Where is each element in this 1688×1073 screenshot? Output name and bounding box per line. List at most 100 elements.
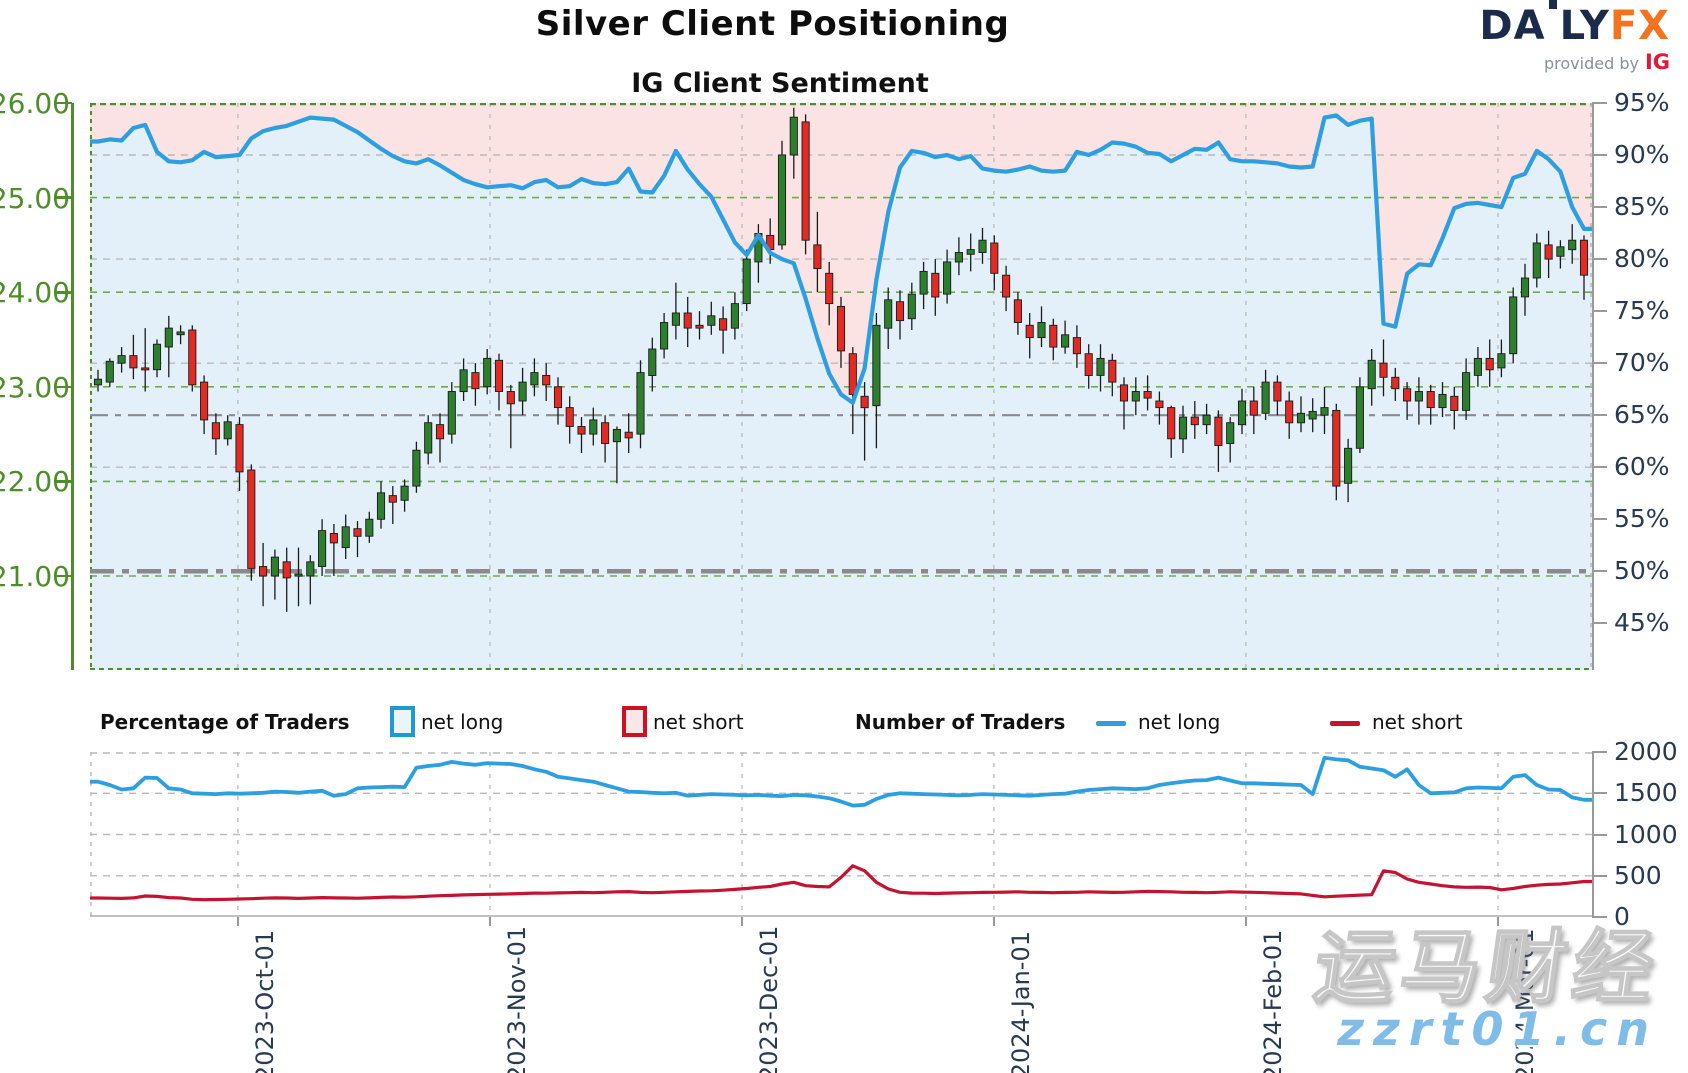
candle-up — [1261, 381, 1270, 414]
candle-down — [259, 566, 268, 577]
candle-up — [270, 556, 279, 577]
candle-down — [931, 272, 940, 298]
net-long-fill-area — [90, 115, 1592, 670]
left-axis-tick — [56, 574, 72, 578]
candle-down — [1450, 395, 1459, 411]
x-axis-tick — [741, 917, 744, 926]
candle-down — [235, 424, 244, 473]
right-axis-tick — [1592, 258, 1607, 261]
right-axis-tick — [1592, 154, 1607, 157]
candle-down — [836, 305, 846, 352]
candle-up — [164, 327, 173, 348]
watermark-url: zzrt01.cn — [1337, 1002, 1658, 1056]
candle-down — [695, 324, 704, 329]
provided-by: provided by IG — [1543, 50, 1670, 74]
candle-up — [318, 530, 327, 567]
x-axis-tick — [236, 917, 239, 926]
candle-down — [1002, 274, 1011, 298]
candle-down — [141, 367, 150, 371]
left-axis-spine — [71, 103, 74, 670]
right-axis-tick — [1592, 518, 1607, 521]
legend-netlong-count-label: net long — [1138, 710, 1221, 734]
candle-up — [660, 322, 669, 350]
lower-right-axis-tick — [1592, 833, 1607, 836]
candle-up — [943, 261, 952, 295]
candle-up — [671, 312, 680, 326]
legend-group2-title: Number of Traders — [855, 710, 1066, 734]
candle-down — [601, 422, 610, 444]
candle-up — [1473, 357, 1482, 376]
candle-down — [353, 528, 362, 537]
candle-up — [707, 315, 716, 326]
candle-up — [376, 492, 386, 520]
candle-up — [1096, 357, 1105, 376]
legend-netlong-pct-label: net long — [421, 710, 504, 734]
candle-up — [306, 561, 315, 577]
lower-right-axis-tick — [1592, 792, 1607, 795]
chart-subtitle: IG Client Sentiment — [631, 68, 929, 99]
candle-up — [117, 355, 126, 364]
dailyfx-wordmark: DA LYFX — [1479, 0, 1670, 46]
candle-up — [1178, 416, 1188, 440]
price-tick-label: 24.00 — [0, 276, 70, 310]
candle-down — [1403, 388, 1412, 402]
pct-tick-label: 70% — [1614, 348, 1670, 378]
left-axis-tick — [56, 196, 72, 199]
candle-up — [341, 526, 350, 549]
candle-up — [152, 343, 162, 371]
candle-up — [978, 239, 987, 253]
candle-down — [1214, 416, 1223, 446]
right-axis-tick — [1592, 466, 1607, 469]
candle-up — [1497, 353, 1506, 369]
x-date-label: 2023-Nov-01 — [502, 925, 531, 1073]
candle-down — [211, 422, 220, 440]
candle-up — [93, 378, 103, 386]
candle-down — [200, 381, 209, 421]
candle-down — [624, 431, 633, 439]
ig-logo: IG — [1644, 50, 1670, 74]
candle-down — [494, 359, 504, 392]
logo-i-glyph — [1548, 0, 1557, 39]
candle-down — [435, 424, 445, 440]
price-tick-label: 25.00 — [0, 181, 70, 215]
candle-down — [1273, 381, 1282, 402]
candle-up — [1308, 410, 1317, 420]
candle-up — [954, 252, 963, 263]
candle-down — [1167, 407, 1176, 440]
pct-tick-label: 55% — [1614, 504, 1670, 534]
page-title: Silver Client Positioning — [535, 4, 1010, 44]
candle-up — [530, 372, 539, 386]
candle-down — [860, 395, 869, 409]
price-tick-label: 21.00 — [0, 560, 70, 593]
candle-up — [176, 331, 185, 336]
candle-up — [1462, 372, 1471, 411]
dailyfx-logo: DA LYFX provided by IG — [1479, 0, 1670, 74]
pct-tick-label: 45% — [1614, 608, 1670, 638]
right-axis-tick — [1592, 206, 1607, 209]
candle-down — [553, 386, 563, 409]
candle-up — [966, 249, 975, 255]
price-sentiment-plot — [90, 103, 1592, 670]
lower-right-axis-tick — [1592, 874, 1607, 877]
right-axis-tick — [1592, 414, 1607, 417]
left-axis-tick — [56, 291, 72, 294]
candle-up — [400, 485, 409, 501]
candle-down — [1579, 239, 1589, 276]
candle-up — [1061, 334, 1070, 348]
x-axis-tick — [1496, 917, 1499, 926]
candle-up — [907, 293, 916, 320]
candle-down — [990, 242, 999, 274]
right-axis-tick — [1592, 310, 1607, 313]
pct-tick-label: 60% — [1614, 452, 1670, 482]
candle-up — [1320, 407, 1329, 416]
candle-up — [1296, 412, 1306, 424]
candle-up — [1037, 322, 1046, 339]
legend-netshort-count-line — [1330, 721, 1360, 726]
legend-netshort-pct-swatch — [622, 706, 647, 737]
candle-up — [589, 419, 598, 435]
candle-down — [577, 426, 586, 435]
count-tick-label: 1000 — [1614, 819, 1678, 849]
x-date-label: 2024-Jan-01 — [1006, 931, 1035, 1073]
candle-down — [1108, 359, 1117, 383]
